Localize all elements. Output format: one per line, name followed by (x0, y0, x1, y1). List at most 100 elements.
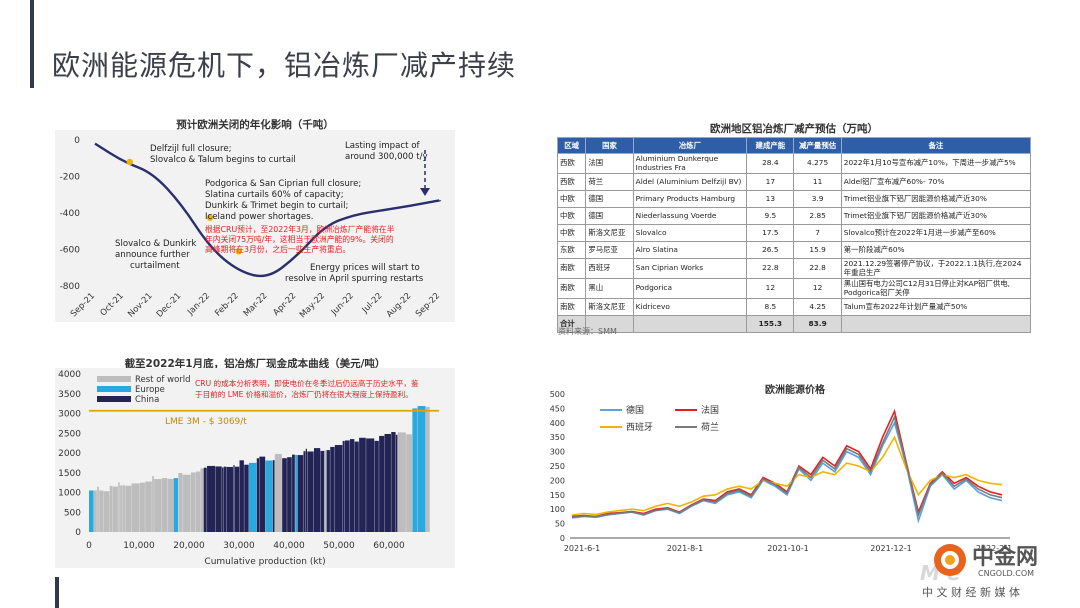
table-row: 南欧 西班牙 San Ciprian Works 22.8 22.8 2021.12.29… (556, 258, 1032, 279)
chart2-cost-bar (103, 491, 110, 532)
chart1-annotation: around 300,000 t/y (345, 152, 428, 162)
chart2-cost-bar (152, 476, 154, 532)
chart3-ytick: 300 (550, 448, 565, 457)
chart2-cost-bar (167, 478, 174, 532)
table-cell: San Ciprian Works (632, 258, 748, 279)
chart2-red-note: CRU 的成本分析表明，即使电价在冬季过后仍远高于历史水平，鉴 (195, 378, 419, 388)
table-cell: 南欧 (556, 258, 587, 279)
table-row: 中欧 德国 Niederlassung Voerde 9.5 2.85 Trimet铝业旗… (556, 207, 1032, 225)
chart2-title: 截至2022年1月底，铝冶炼厂现金成本曲线（美元/吨） (124, 358, 386, 370)
chart1-annualized-impact: 0-200-400-600-800 Sep-21 Oct-21 Nov-21 Dec-… (55, 130, 455, 322)
chart2-cost-bar (272, 460, 275, 532)
chart2-cost-bar (417, 406, 426, 532)
chart2-cost-bar (89, 490, 94, 532)
table-row: 东欧 罗马尼亚 Alro Slatina 26.5 15.9 第一阶段减产60% (556, 241, 1032, 259)
table-cell: 2.85 (793, 207, 842, 225)
chart2-cost-bar (139, 482, 145, 532)
chart2-cost-bar (234, 466, 240, 532)
table-source: 资料来源：SMM (558, 327, 617, 336)
chart1-annotation: announce further (115, 250, 190, 260)
chart1-ytick: -800 (60, 282, 81, 292)
chart2-xtick: 40,000 (273, 541, 305, 551)
table-cell: 德国 (585, 207, 634, 225)
svg-text:中金网: 中金网 (972, 544, 1038, 570)
chart2-cost-bar (118, 482, 120, 532)
chart2-cost-bar (182, 474, 191, 532)
chart2-xtick: 20,000 (173, 541, 205, 551)
table-cell: 黑山国有电力公司C12月31日停止对KAP铝厂供电, Podgorica铝厂关停 (840, 278, 1032, 299)
chart2-cost-bar (324, 450, 327, 532)
chart2-cost-bar (379, 435, 385, 532)
chart2-cost-bar (244, 464, 249, 532)
chart2-cost-bar (200, 468, 204, 532)
chart3-ytick: 450 (550, 404, 565, 413)
table-row: 中欧 斯洛文尼亚 Slovalco 17.5 7 Slovalco预计在2022年1月进一… (556, 224, 1032, 242)
chart3-legend-label: 德国 (626, 404, 644, 416)
chart2-ytick: 1000 (58, 489, 81, 499)
table-cell: Niederlassung Voerde (632, 207, 748, 225)
chart1-annotation: Podgorica & San Ciprian full closure; (205, 179, 361, 189)
table-cell: 22.8 (746, 258, 795, 279)
chart2-cost-bar (287, 457, 292, 532)
chart2-xtick: 10,000 (123, 541, 155, 551)
chart2-cost-bar (222, 467, 224, 532)
chart2-cost-bar (233, 465, 235, 532)
chart2-legend-swatch (97, 396, 131, 402)
chart3-xtick: 2021-10-1 (767, 544, 808, 553)
chart1-red-note: 年内关闭75万吨/年，这相当于欧洲产能的9%。关闭的 (205, 234, 394, 244)
chart2-cost-bar (122, 485, 125, 532)
table-header-cell: 减产量预估 (793, 137, 842, 154)
chart2-xtick: 0 (86, 541, 92, 551)
chart2-xlabel: Cumulative production (kt) (204, 557, 325, 567)
svg-text:中 文 财 经 新 媒 体: 中 文 财 经 新 媒 体 (922, 585, 1020, 599)
table-cell: Aldel铝厂宣布减产60%- 70% (840, 173, 1032, 191)
chart2-cost-bar (412, 408, 418, 532)
chart2-cost-bar (154, 479, 162, 532)
chart2-cost-bar (425, 406, 430, 532)
table-cell: 斯洛文尼亚 (585, 298, 634, 316)
chart2-cost-bar (366, 438, 375, 532)
chart2-cost-bar (190, 472, 196, 532)
table-cell: 中欧 (556, 224, 587, 242)
chart2-cost-bar (282, 458, 287, 532)
table-cell: 83.9 (793, 315, 842, 333)
table-cell: 22.8 (793, 258, 842, 279)
table-cell: 8.5 (746, 298, 795, 316)
chart2-cost-bar (320, 450, 325, 532)
table-row: 南欧 黑山 Podgorica 12 12 黑山国有电力公司C12月31日停止对KAP铝厂… (556, 278, 1032, 299)
smelter-curtailment-table: 区域 国家 冶炼厂 建成产能 减产量预估 备注 西欧 法国 Aluminium Dunkerq… (556, 137, 1032, 333)
table-total-row: 合计 155.3 83.9 (556, 315, 1032, 333)
table-row: 南欧 斯洛文尼亚 Kidricevo 8.5 4.25 Talum宣布2022年计划产量减… (556, 298, 1032, 316)
chart2-cost-bar (359, 437, 366, 532)
chart1-annotation: Delfzijl full closure; (150, 144, 232, 154)
chart2-cost-bar (334, 445, 343, 532)
chart2-cost-bar (207, 465, 216, 532)
chart3-series-line (571, 414, 1003, 519)
table-cell: Alro Slatina (632, 241, 748, 259)
table-cell: Kidricevo (632, 298, 748, 316)
table-cell: 西欧 (556, 173, 587, 191)
chart2-ytick: 2500 (58, 429, 81, 439)
table-cell: 法国 (585, 153, 634, 174)
chart1-annotation: Slatina curtails 60% of capacity; (205, 190, 344, 200)
table-cell: Podgorica (632, 278, 748, 299)
chart2-cost-bar (223, 466, 227, 532)
chart3-ytick: 350 (550, 433, 565, 442)
table-cell: 中欧 (556, 190, 587, 208)
chart3-xtick: 2021-8-1 (667, 544, 703, 553)
chart2-cost-bar (307, 451, 314, 532)
table-header-cell: 冶炼厂 (632, 137, 748, 154)
table-cell: 南欧 (556, 298, 587, 316)
chart2-cost-bar (203, 467, 207, 532)
table-cell: Trimet铝业旗下铝厂因能源价格减产近30% (840, 190, 1032, 208)
table-header-row: 区域 国家 冶炼厂 建成产能 减产量预估 备注 (556, 137, 1032, 154)
table-cell: Aldel (Aluminium Delfzijl BV) (632, 173, 748, 191)
table-cell: Talum宣布2022年计划产量减产50% (840, 298, 1032, 316)
chart2-cost-bar (125, 485, 132, 532)
chart2-cost-bar (109, 485, 113, 532)
chart2-cost-bar (292, 454, 295, 532)
chart2-cost-bar (305, 448, 308, 532)
chart2-ytick: 500 (64, 508, 81, 518)
chart1-ytick: -200 (60, 173, 81, 183)
chart2-cost-bar (330, 446, 335, 532)
